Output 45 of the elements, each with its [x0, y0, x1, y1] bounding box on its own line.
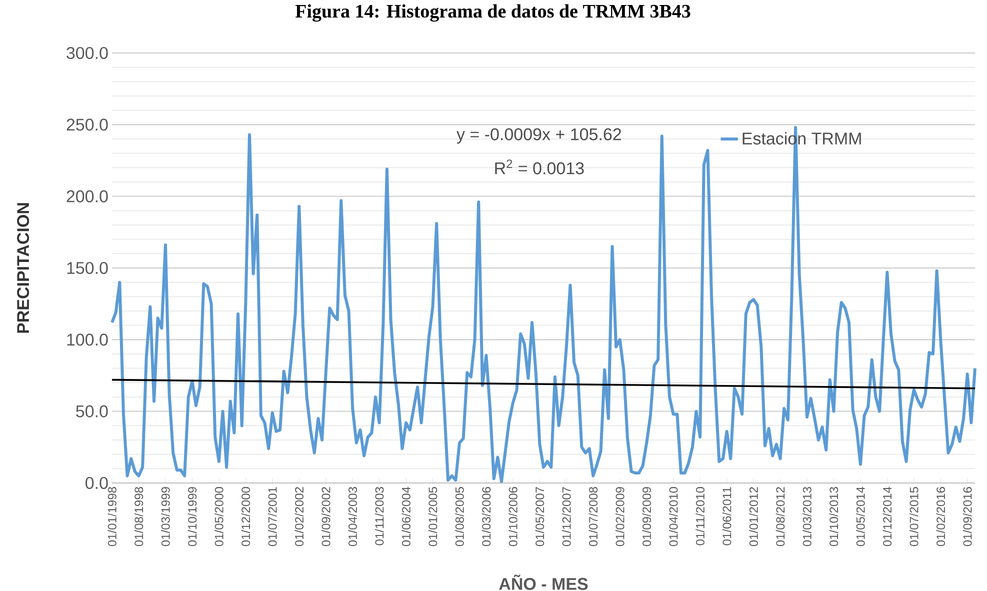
x-tick-label: 01/06/2004	[402, 486, 410, 546]
y-tick-label: 300.0	[66, 46, 108, 60]
x-tick-label: 01/02/2016	[936, 487, 946, 546]
x-tick-label: 01/11/2010	[696, 486, 704, 546]
x-tick-label: 01/11/2003	[374, 487, 384, 546]
x-tick-label: 01/07/2001	[268, 487, 277, 546]
x-tick-label: 01/07/2008	[588, 487, 598, 546]
x-axis-title: AÑO - MES	[499, 574, 588, 590]
x-tick-label: 01/02/2009	[615, 487, 624, 546]
x-tick-label: 01/10/2013	[829, 487, 838, 546]
x-tick-label: 01/05/2007	[535, 487, 544, 546]
x-tick-label: 01/05/2014	[856, 486, 865, 546]
x-tick-label: 01/07/2015	[910, 487, 918, 546]
x-tick-label: 01/01/1998	[108, 487, 116, 546]
x-tick-label: 01/01/2005	[428, 487, 438, 546]
annotation: y = -0.0009x + 105.62	[456, 128, 622, 144]
annotation: R$^{2}$ = 0.0013	[495, 160, 584, 174]
x-tick-label: 01/10/2006	[508, 487, 518, 546]
y-tick-label: 50.0	[76, 405, 108, 418]
x-tick-label: 01/12/2014	[882, 486, 892, 546]
y-tick-label: 0.0	[86, 476, 108, 490]
x-tick-label: 01/08/2012	[776, 487, 785, 546]
x-tick-label: 01/06/2011	[722, 487, 732, 546]
x-tick-label: 01/12/2007	[562, 487, 571, 546]
y-tick-label: 250.0	[66, 118, 108, 131]
x-tick-label: 01/09/2016	[962, 487, 972, 546]
y-axis-title: PRECIPITACION	[17, 203, 30, 333]
x-tick-label: 01/02/2002	[294, 487, 304, 546]
x-tick-label: 01/03/2006	[482, 487, 491, 546]
x-tick-label: 01/12/2000	[241, 486, 250, 546]
x-tick-label: 01/09/2002	[321, 487, 330, 546]
y-tick-label: 200.0	[66, 190, 108, 202]
x-tick-label: 01/10/1999	[188, 487, 197, 546]
x-tick-label: 01/08/1998	[134, 487, 144, 546]
y-tick-label: 150.0	[67, 262, 108, 274]
chart-title: Figura 14: Histograma de datos de TRMM 3B43	[295, 4, 690, 22]
x-tick-label: 01/04/2010	[668, 486, 678, 546]
x-tick-label: 01/09/2009	[642, 487, 652, 546]
x-tick-label: 01/03/2013	[802, 487, 812, 546]
x-tick-label: 01/08/2005	[455, 487, 464, 546]
x-tick-label: 01/05/2000	[214, 486, 224, 546]
x-tick-label: 01/01/2012	[749, 487, 758, 546]
y-tick-label: 100.0	[67, 334, 108, 346]
x-tick-label: 01/03/1999	[161, 487, 170, 546]
x-tick-label: 01/04/2003	[348, 487, 357, 546]
